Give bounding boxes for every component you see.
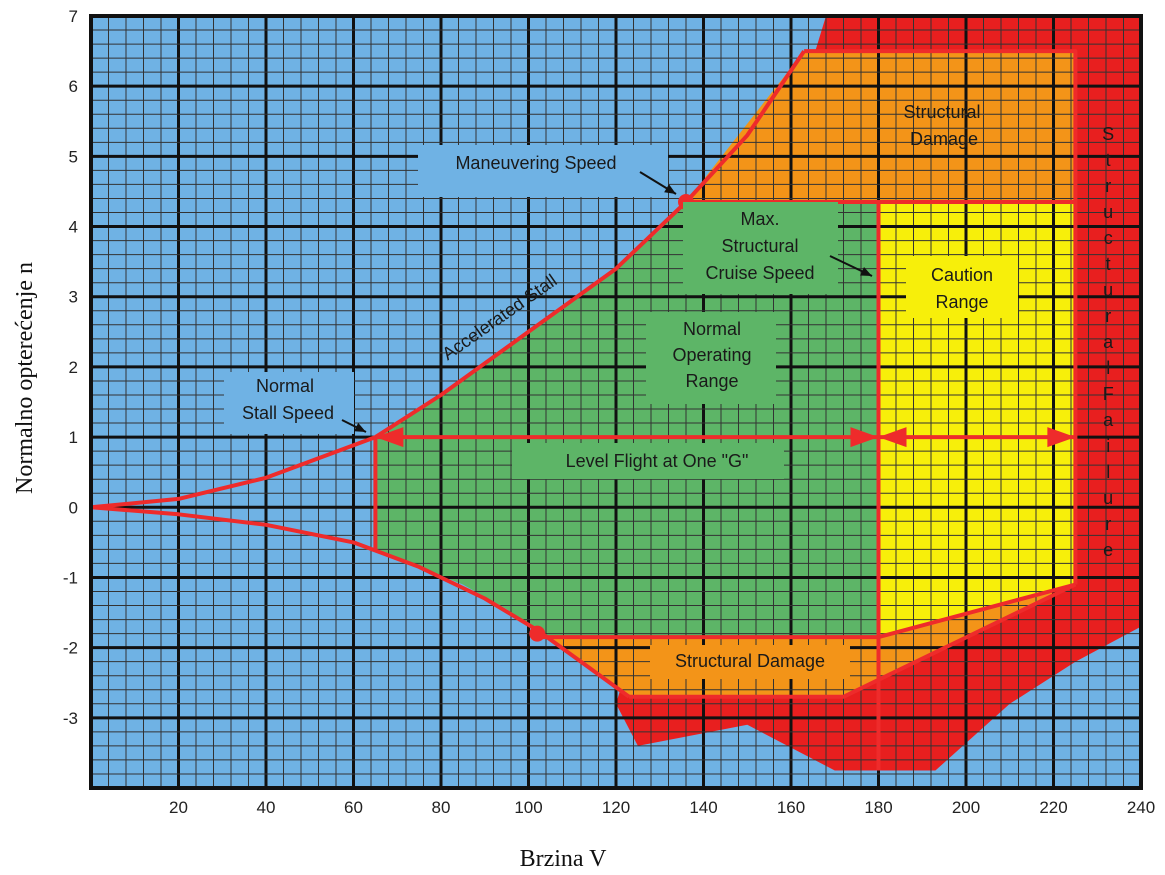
- y-axis-label: Normalno opterećenje n: [12, 262, 38, 494]
- boundary-lines: [90, 49, 1078, 771]
- annotation-normal-op-2: Operating: [672, 345, 751, 365]
- y-tick-label: -3: [63, 709, 78, 728]
- annotation-structural-damage-top-1: Structural: [903, 102, 980, 122]
- x-tick-label: 100: [514, 798, 542, 817]
- x-tick-label: 20: [169, 798, 188, 817]
- x-tick-label: 240: [1127, 798, 1155, 817]
- normal-stall-box: [224, 372, 354, 434]
- max-cruise-box: [683, 202, 838, 294]
- region-structural-damage-upper-: [686, 51, 1076, 202]
- annotation-max-cruise-1: Max.: [740, 209, 779, 229]
- annotation-caution-2: Range: [935, 292, 988, 312]
- level-flight-arrow: [878, 427, 907, 448]
- x-tick-label: 200: [952, 798, 980, 817]
- caution-range-box: [906, 256, 1018, 318]
- annotation-normal-stall-2: Stall Speed: [242, 403, 334, 423]
- structural-damage-bottom-box: [650, 645, 850, 679]
- x-tick-label: 220: [1039, 798, 1067, 817]
- plot-area: Maneuvering Speed Structural Damage Max. Str…: [89, 14, 1143, 790]
- normal-operating-box: [646, 312, 776, 404]
- y-tick-label: -2: [63, 639, 78, 658]
- callout-arrowhead: [860, 267, 872, 276]
- upper-limit-line: [804, 49, 1078, 585]
- negative-limit-line: [537, 582, 1076, 640]
- plot-frame: [89, 14, 1143, 790]
- y-tick-label: 3: [69, 288, 78, 307]
- y-tick-label: 5: [69, 147, 78, 166]
- level-flight-arrow: [375, 427, 404, 448]
- callout-arrowhead: [354, 422, 366, 432]
- annotation-normal-op-1: Normal: [683, 319, 741, 339]
- annotation-normal-stall-1: Normal: [256, 376, 314, 396]
- x-tick-label: 120: [602, 798, 630, 817]
- x-tick-label: 60: [344, 798, 363, 817]
- negative_stall-point: [529, 625, 546, 642]
- level-flight-arrow: [1047, 427, 1076, 448]
- level-flight-arrow: [850, 427, 879, 448]
- x-axis-label: Brzina V: [520, 846, 608, 872]
- annotation-structural-damage-top-2: Damage: [910, 129, 978, 149]
- lower-boundary-line: [90, 505, 631, 699]
- x-tick-label: 140: [689, 798, 717, 817]
- y-tick-label: 2: [69, 358, 78, 377]
- annotation-structural-damage-bottom: Structural Damage: [675, 651, 825, 671]
- y-tick-label: 0: [69, 498, 78, 517]
- annotation-max-cruise-3: Cruise Speed: [705, 263, 814, 283]
- negative-damage-line: [629, 582, 1077, 699]
- callout-arrowhead: [664, 184, 676, 194]
- upper-boundary-line: [90, 49, 806, 510]
- y-tick-label: 7: [69, 7, 78, 26]
- annotation-max-cruise-2: Structural: [721, 236, 798, 256]
- x-tick-label: 180: [864, 798, 892, 817]
- x-tick-label: 80: [432, 798, 451, 817]
- y-tick-label: 4: [69, 218, 78, 237]
- maneuvering-speed-box: [418, 145, 668, 197]
- tick-labels: 20 40 60 80 100 120 140 160 180 200 220 240 7 6 5 4 3 2 1 0…: [63, 7, 1155, 817]
- y-tick-label: 1: [69, 428, 78, 447]
- level-flight-box: [512, 443, 784, 479]
- annotation-maneuvering-speed: Maneuvering Speed: [455, 153, 616, 173]
- y-tick-label: -1: [63, 568, 78, 587]
- annotation-caution-1: Caution: [931, 265, 993, 285]
- y-tick-label: 6: [69, 77, 78, 96]
- x-tick-label: 40: [257, 798, 276, 817]
- x-tick-label: 160: [777, 798, 805, 817]
- annotation-normal-op-3: Range: [685, 371, 738, 391]
- annotation-level-flight: Level Flight at One "G": [566, 451, 749, 471]
